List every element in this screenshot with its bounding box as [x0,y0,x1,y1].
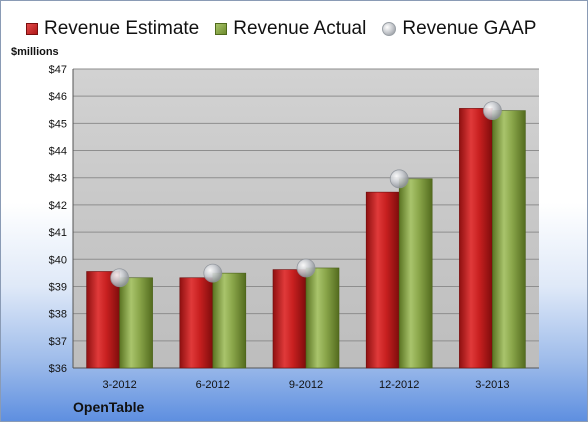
y-tick-label: $41 [49,227,67,239]
legend-swatch-estimate [26,23,38,35]
y-tick-label: $46 [49,91,67,103]
legend-label-estimate: Revenue Estimate [44,18,200,39]
bar-revenue-actual [305,267,340,369]
legend-label-actual: Revenue Actual [233,18,367,39]
y-tick-label: $44 [49,146,67,158]
bar-revenue-actual [492,110,526,369]
y-tick-label: $36 [49,363,67,375]
bar-revenue-estimate [86,271,120,369]
legend-swatch-gaap [382,22,397,36]
x-tick-label: 6-2012 [196,379,230,391]
marker-revenue-gaap [296,258,316,278]
bar-revenue-actual [398,178,433,369]
x-tick-label: 12-2012 [379,379,419,391]
y-tick-label: $40 [49,254,67,266]
y-tick-label: $47 [49,64,67,76]
x-tick-label: 9-2012 [289,379,323,391]
plot-area: $36 $37 $38 $39 $40 $41 $42 $43 $44 $45 $46 $47 3-20… [49,64,539,391]
legend: Revenue Estimate Revenue Actual Revenue … [26,18,552,40]
x-tick-label: 3-2013 [475,379,509,391]
legend-item-gaap: Revenue GAAP [382,18,536,40]
y-tick-label: $43 [49,173,67,185]
legend-label-gaap: Revenue GAAP [402,18,537,39]
legend-swatch-actual [215,23,228,35]
y-tick-label: $45 [49,118,67,130]
x-tick-label: 3-2012 [102,379,136,391]
marker-revenue-gaap [110,268,129,288]
bar-revenue-estimate [179,277,214,369]
y-tick-label: $39 [49,281,67,293]
bar-revenue-estimate [272,269,307,369]
marker-revenue-gaap [203,263,223,283]
y-tick-label: $42 [49,200,67,212]
legend-item-estimate: Revenue Estimate [26,18,199,40]
marker-revenue-gaap [482,101,502,120]
marker-revenue-gaap [389,169,409,189]
bar-revenue-actual [212,272,247,369]
y-tick-label: $38 [49,309,67,321]
brand-label: OpenTable [73,399,145,415]
bar-revenue-actual [119,277,153,369]
bar-revenue-estimate [459,108,493,369]
y-tick-label: $37 [49,336,67,348]
y-axis-units-label: $millions [11,46,59,58]
legend-item-actual: Revenue Actual [215,18,366,40]
bar-revenue-estimate [365,191,400,369]
